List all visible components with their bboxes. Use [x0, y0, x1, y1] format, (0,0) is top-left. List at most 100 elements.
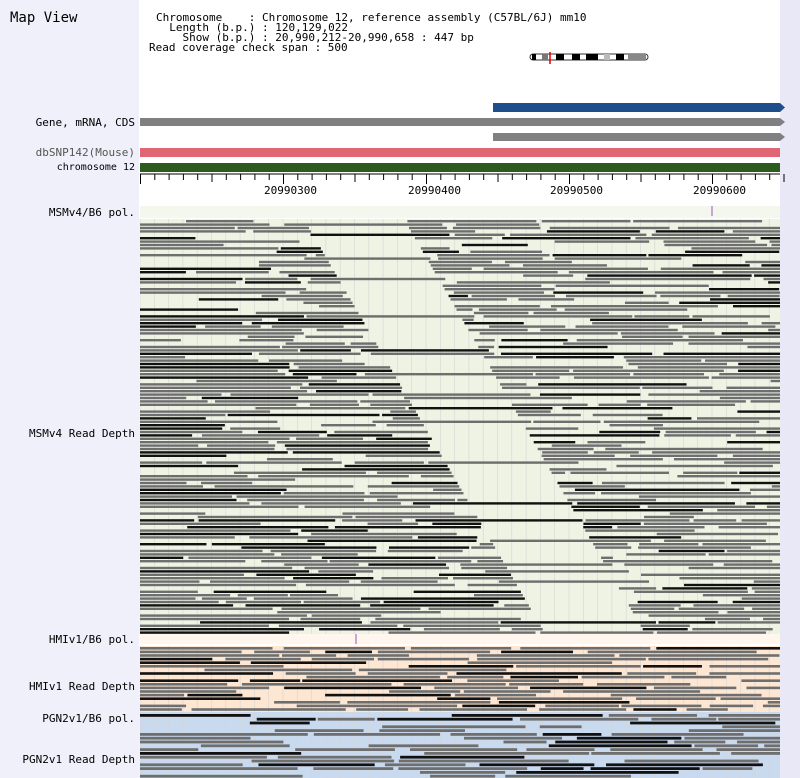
- aligned-read: [241, 683, 392, 686]
- aligned-read: [710, 298, 780, 301]
- aligned-read: [186, 220, 254, 223]
- dbsnp-track-label: dbSNP142(Mouse): [35, 146, 135, 159]
- aligned-read: [665, 430, 756, 434]
- aligned-read: [319, 305, 355, 308]
- aligned-read: [391, 481, 458, 485]
- aligned-read: [213, 590, 327, 593]
- aligned-read: [456, 672, 622, 675]
- aligned-read: [434, 271, 558, 274]
- aligned-read: [355, 515, 478, 519]
- aligned-read: [621, 704, 702, 708]
- aligned-read: [255, 311, 359, 315]
- hmi-polymorphism-track: [140, 634, 780, 644]
- aligned-read: [410, 748, 518, 751]
- gene-transcript-bar[interactable]: [493, 103, 780, 112]
- aligned-read: [467, 679, 559, 682]
- aligned-read: [276, 441, 428, 444]
- aligned-read: [437, 697, 491, 700]
- aligned-read: [258, 260, 329, 264]
- aligned-read: [382, 413, 418, 417]
- aligned-read: [643, 522, 767, 525]
- aligned-read: [310, 233, 450, 236]
- aligned-read: [256, 717, 316, 721]
- ideogram-band: [604, 54, 610, 60]
- aligned-read: [140, 529, 291, 532]
- aligned-read: [761, 322, 780, 325]
- aligned-read: [529, 434, 660, 437]
- aligned-read: [503, 740, 547, 744]
- aligned-read: [498, 580, 650, 583]
- aligned-read: [541, 454, 615, 457]
- aligned-read: [140, 573, 244, 576]
- aligned-read: [550, 305, 718, 308]
- aligned-read: [140, 403, 297, 406]
- aligned-read: [601, 492, 751, 495]
- aligned-read: [500, 621, 656, 624]
- aligned-read: [660, 294, 721, 298]
- aligned-read: [300, 386, 403, 389]
- aligned-read: [140, 631, 290, 634]
- aligned-read: [473, 311, 529, 315]
- aligned-read: [140, 478, 296, 481]
- aligned-read: [688, 566, 780, 570]
- show-range-info: Show (b.p.) : 20,990,212-20,990,658 : 44…: [156, 31, 474, 44]
- aligned-read: [592, 322, 748, 325]
- aligned-read: [269, 359, 343, 362]
- aligned-read: [368, 563, 447, 566]
- aligned-read: [620, 332, 715, 335]
- aligned-read: [754, 590, 780, 593]
- dbsnp-bar[interactable]: [140, 148, 780, 157]
- aligned-read: [702, 543, 780, 546]
- tick-label: 20990600: [693, 184, 746, 197]
- aligned-read: [311, 532, 457, 536]
- aligned-read: [288, 369, 393, 372]
- aligned-read: [722, 725, 780, 729]
- aligned-read: [597, 683, 691, 686]
- aligned-read: [282, 654, 337, 657]
- aligned-read: [478, 308, 557, 311]
- aligned-read: [590, 767, 700, 770]
- mrna-bar[interactable]: [140, 118, 780, 126]
- aligned-read: [462, 704, 536, 708]
- aligned-read: [510, 675, 578, 679]
- aligned-read: [576, 736, 682, 740]
- aligned-read: [140, 356, 186, 359]
- aligned-read: [140, 512, 206, 515]
- aligned-read: [573, 369, 724, 372]
- aligned-read: [389, 690, 461, 693]
- cds-bar[interactable]: [493, 133, 780, 141]
- aligned-read: [554, 257, 682, 260]
- aligned-read: [140, 594, 231, 597]
- aligned-read: [296, 437, 364, 440]
- chromosome-bar[interactable]: [140, 163, 780, 172]
- ideogram-band: [542, 54, 548, 60]
- aligned-read: [299, 291, 347, 294]
- chromosome-ideogram[interactable]: [528, 52, 652, 64]
- aligned-read: [601, 481, 725, 485]
- aligned-read: [250, 661, 367, 664]
- aligned-read: [563, 492, 596, 495]
- aligned-read: [511, 628, 543, 631]
- aligned-read: [286, 447, 429, 451]
- aligned-read: [140, 522, 261, 525]
- ideogram-band: [616, 54, 624, 60]
- aligned-read: [140, 444, 199, 447]
- aligned-read: [140, 390, 308, 393]
- aligned-read: [321, 376, 397, 379]
- aligned-read: [684, 736, 780, 740]
- aligned-read: [722, 271, 780, 274]
- aligned-read: [270, 549, 377, 553]
- aligned-read: [717, 621, 780, 624]
- aligned-read: [746, 686, 780, 690]
- aligned-read: [562, 407, 673, 410]
- aligned-read: [408, 407, 553, 410]
- aligned-read: [140, 240, 300, 243]
- aligned-read: [471, 294, 555, 298]
- aligned-read: [281, 553, 358, 556]
- aligned-read: [557, 481, 593, 485]
- aligned-read: [535, 373, 631, 376]
- aligned-read: [140, 488, 287, 491]
- aligned-read: [593, 543, 628, 546]
- aligned-read: [585, 277, 751, 281]
